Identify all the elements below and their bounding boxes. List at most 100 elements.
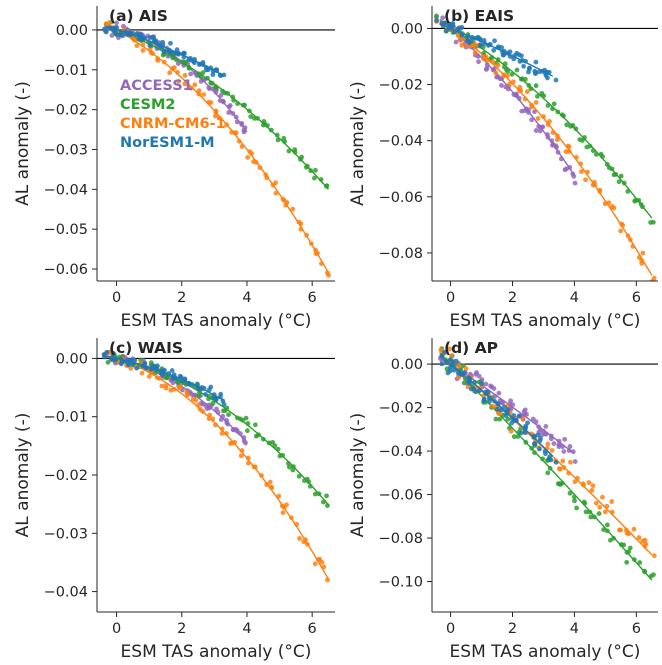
data-point [543, 451, 548, 457]
data-point [533, 100, 539, 105]
data-point [449, 353, 454, 359]
data-point [146, 374, 152, 379]
series-noresm1-m [102, 24, 227, 79]
data-point [159, 372, 165, 378]
data-point [640, 250, 646, 256]
data-point [459, 25, 465, 30]
plot-area [101, 349, 330, 583]
data-point [562, 436, 568, 442]
data-point [459, 372, 465, 378]
legend-entry: CNRM-CM6-1 [120, 116, 226, 132]
data-point [267, 479, 273, 485]
data-point [311, 175, 317, 181]
legend-entry: NorESM1-M [120, 135, 215, 151]
data-point [168, 40, 173, 46]
panel-title: (b) EAIS [444, 7, 514, 25]
y-tick-label: −0.10 [379, 575, 423, 591]
data-point [134, 43, 140, 49]
y-tick-label: −0.02 [44, 468, 88, 484]
y-tick-label: −0.03 [44, 142, 88, 158]
data-point [491, 47, 497, 53]
x-tick-label: 2 [177, 290, 186, 306]
data-point [210, 72, 216, 78]
data-point [567, 490, 573, 496]
data-point [570, 449, 576, 454]
fit-line [439, 23, 554, 77]
data-point [476, 59, 481, 65]
data-point [206, 85, 212, 90]
data-point [210, 400, 216, 406]
data-point [496, 390, 502, 396]
data-point [618, 173, 624, 179]
data-point [564, 122, 570, 128]
data-point [637, 560, 643, 565]
data-point [459, 42, 465, 48]
series-noresm1-m [439, 349, 559, 465]
data-point [604, 522, 610, 528]
y-axis-label: AL anomaly (-) [348, 81, 368, 206]
data-point [484, 62, 490, 68]
data-point [472, 42, 478, 47]
data-point [561, 449, 567, 454]
data-point [245, 155, 251, 160]
data-point [545, 75, 550, 81]
data-point [516, 413, 522, 419]
data-point [519, 108, 525, 114]
data-point [225, 421, 231, 427]
data-point [524, 89, 530, 95]
y-tick-label: −0.02 [44, 103, 88, 119]
x-tick-label: 4 [242, 290, 251, 306]
x-tick-label: 4 [570, 621, 579, 637]
data-point [453, 358, 459, 364]
x-axis-label: ESM TAS anomaly (°C) [450, 311, 641, 331]
data-point [226, 412, 231, 418]
data-point [447, 346, 452, 352]
chart-panel-3: 0 2 4 6 0.00 −0.01 −0.02 −0.03 −0.04 ESM TAS anom… [13, 338, 335, 662]
data-point [501, 52, 507, 58]
data-point [518, 430, 524, 436]
fit-line [105, 354, 330, 580]
data-point [167, 70, 173, 76]
y-tick-label: −0.03 [44, 526, 88, 542]
data-point [451, 367, 457, 373]
data-point [533, 59, 539, 65]
x-tick-label: 2 [177, 621, 186, 637]
data-point [105, 359, 111, 365]
series-cnrm-cm6-1 [434, 19, 657, 281]
data-point [458, 37, 464, 43]
data-point [572, 459, 578, 464]
data-point [203, 392, 209, 397]
data-point [159, 383, 165, 389]
data-point [557, 466, 563, 472]
data-point [593, 500, 599, 506]
y-tick-label: −0.06 [379, 190, 423, 206]
fit-line [439, 18, 575, 176]
data-point [114, 20, 119, 26]
data-point [621, 542, 627, 548]
x-tick-label: 0 [112, 290, 121, 306]
data-point [438, 347, 444, 353]
data-point [208, 384, 214, 390]
x-tick-label: 6 [308, 621, 317, 637]
y-tick-label: −0.01 [44, 410, 88, 426]
data-point [506, 81, 512, 87]
data-point [221, 408, 226, 414]
data-point [511, 434, 517, 440]
y-tick-label: 0.00 [391, 357, 423, 373]
data-point [233, 426, 238, 432]
plot-area [102, 19, 331, 278]
series-access1 [434, 14, 578, 186]
data-point [290, 467, 296, 473]
data-point [642, 537, 648, 543]
data-point [549, 448, 555, 453]
x-axis-label: ESM TAS anomaly (°C) [450, 642, 641, 662]
series-noresm1-m [101, 349, 227, 407]
data-point [505, 416, 511, 422]
data-point [248, 114, 254, 120]
data-point [589, 487, 595, 493]
data-point [602, 509, 608, 515]
data-point [636, 535, 642, 540]
data-point [104, 349, 110, 355]
data-point [456, 363, 462, 369]
data-point [169, 368, 175, 373]
